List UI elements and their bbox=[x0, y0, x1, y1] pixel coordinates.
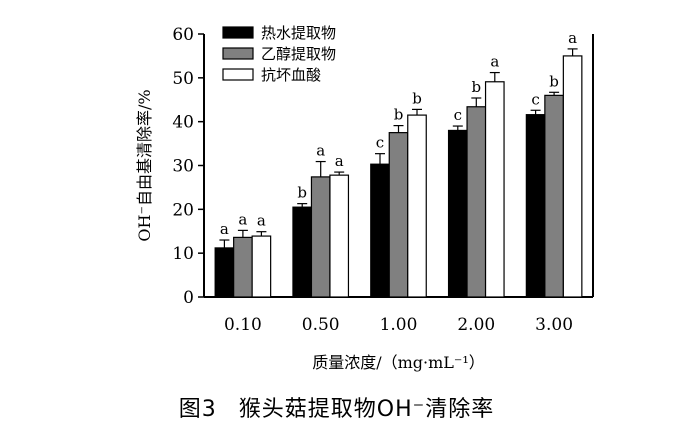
y-tick-label: 30 bbox=[172, 157, 194, 177]
y-axis-title: OH⁻自由基清除率/% bbox=[135, 89, 154, 241]
significance-label: b bbox=[549, 72, 559, 90]
figure-caption: 图3 猴头菇提取物OH⁻清除率 bbox=[0, 391, 673, 423]
bar bbox=[562, 55, 583, 298]
bar bbox=[447, 129, 468, 298]
legend-swatch bbox=[222, 26, 254, 39]
legend-swatch bbox=[222, 68, 254, 81]
significance-label: c bbox=[454, 106, 462, 124]
significance-label: a bbox=[568, 29, 577, 47]
x-tick-label: 0.10 bbox=[224, 315, 262, 335]
x-tick-label: 2.00 bbox=[457, 315, 495, 335]
legend-label: 抗坏血酸 bbox=[261, 66, 321, 84]
bar bbox=[525, 114, 546, 298]
significance-label: b bbox=[471, 78, 481, 96]
bar bbox=[544, 94, 564, 298]
legend-label: 热水提取物 bbox=[261, 24, 336, 42]
bar bbox=[310, 176, 331, 298]
significance-label: a bbox=[335, 152, 344, 170]
y-tick-label: 40 bbox=[172, 113, 194, 133]
bar bbox=[214, 247, 235, 298]
y-tick-label: 10 bbox=[172, 244, 194, 264]
figure-number: 图3 bbox=[178, 397, 217, 422]
bar bbox=[251, 235, 272, 298]
bar bbox=[466, 106, 487, 298]
significance-label: a bbox=[238, 210, 247, 228]
x-tick-label: 3.00 bbox=[535, 315, 573, 335]
significance-label: a bbox=[490, 53, 499, 71]
significance-label: c bbox=[376, 134, 384, 152]
significance-label: b bbox=[412, 89, 422, 107]
significance-label: b bbox=[394, 106, 404, 124]
y-tick-label: 20 bbox=[172, 200, 194, 220]
y-tick-label: 0 bbox=[183, 288, 194, 308]
y-tick-label: 50 bbox=[172, 69, 194, 89]
x-tick-label: 0.50 bbox=[302, 315, 340, 335]
bar bbox=[388, 132, 409, 298]
legend-label: 乙醇提取物 bbox=[261, 45, 336, 63]
bar bbox=[407, 114, 427, 298]
significance-label: a bbox=[316, 142, 325, 160]
bar bbox=[370, 163, 390, 298]
bar bbox=[233, 236, 253, 298]
significance-label: b bbox=[297, 184, 307, 202]
legend-swatch bbox=[222, 47, 254, 60]
x-axis-title: 质量浓度/（mg·mL⁻¹） bbox=[312, 353, 485, 372]
bar bbox=[329, 174, 350, 298]
figure-title: 猴头菇提取物OH⁻清除率 bbox=[238, 397, 495, 422]
bar bbox=[484, 81, 505, 298]
x-tick-label: 1.00 bbox=[380, 315, 418, 335]
y-tick-label: 60 bbox=[172, 25, 194, 45]
significance-label: a bbox=[257, 212, 266, 230]
bar bbox=[292, 206, 313, 298]
significance-label: c bbox=[531, 90, 539, 108]
significance-label: a bbox=[220, 220, 229, 238]
